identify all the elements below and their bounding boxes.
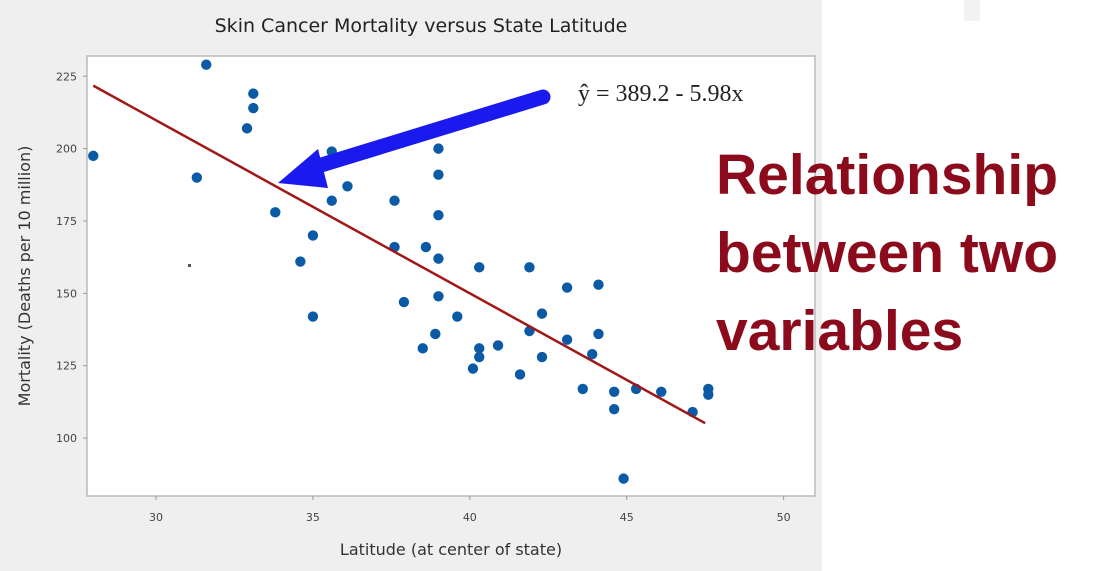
data-point — [248, 88, 259, 99]
data-point — [467, 363, 479, 374]
data-point — [433, 291, 444, 302]
x-tick-label: 40 — [463, 511, 477, 524]
slide-marker — [964, 0, 980, 21]
data-point — [417, 343, 428, 354]
data-point — [608, 386, 620, 397]
data-point — [191, 172, 203, 183]
y-tick-label: 200 — [56, 143, 77, 156]
x-tick-label: 30 — [149, 511, 163, 524]
data-point — [342, 181, 353, 192]
data-point — [703, 389, 714, 400]
data-point — [433, 169, 444, 180]
data-point — [452, 311, 463, 322]
data-point — [618, 473, 629, 484]
regression-equation: ŷ = 389.2 - 5.98x — [578, 81, 744, 107]
y-tick-label: 100 — [56, 432, 77, 445]
data-point — [270, 207, 281, 218]
y-tick-label: 225 — [56, 70, 77, 83]
data-point — [536, 308, 548, 319]
data-point — [593, 328, 604, 340]
headline: Relationship between two variables — [716, 136, 1058, 370]
data-point — [561, 282, 573, 293]
data-point — [587, 348, 598, 360]
data-point — [433, 210, 444, 221]
data-point — [514, 369, 526, 380]
data-point — [398, 296, 410, 308]
data-point — [474, 262, 485, 273]
chart-title: Skin Cancer Mortality versus State Latit… — [215, 15, 628, 37]
regression-line — [92, 84, 706, 425]
x-tick-label: 35 — [306, 511, 320, 524]
data-point — [593, 279, 604, 290]
y-tick-label: 125 — [56, 360, 77, 373]
data-point — [608, 403, 620, 415]
data-point — [474, 343, 485, 354]
scatter-chart: Skin Cancer Mortality versus State Latit… — [15, 15, 816, 559]
y-tick-label: 150 — [56, 287, 77, 300]
x-tick-label: 50 — [777, 511, 791, 524]
data-point — [474, 351, 485, 363]
data-point — [656, 386, 667, 397]
data-point — [577, 383, 588, 395]
stray-mark — [188, 264, 191, 267]
y-axis-label: Mortality (Deaths per 10 million) — [15, 146, 34, 407]
data-point — [430, 328, 441, 340]
data-point — [433, 143, 444, 154]
data-point — [492, 340, 504, 351]
data-point — [241, 123, 253, 134]
y-tick-label: 175 — [56, 215, 77, 228]
data-point — [295, 256, 306, 267]
data-point — [307, 230, 319, 241]
data-point — [88, 150, 99, 162]
data-point — [248, 102, 259, 114]
x-axis-label: Latitude (at center of state) — [340, 540, 562, 559]
data-point — [307, 311, 319, 322]
data-point — [524, 262, 535, 273]
data-point — [201, 59, 212, 70]
headline-line: variables — [716, 299, 964, 363]
data-point — [420, 241, 432, 253]
data-point — [536, 351, 548, 363]
data-point — [389, 195, 400, 206]
data-point — [326, 195, 337, 206]
headline-line: Relationship — [716, 143, 1059, 207]
arrow-icon — [278, 89, 551, 188]
data-point — [561, 334, 573, 345]
x-tick-label: 45 — [620, 511, 634, 524]
headline-line: between two — [716, 221, 1059, 285]
data-point — [433, 253, 444, 264]
